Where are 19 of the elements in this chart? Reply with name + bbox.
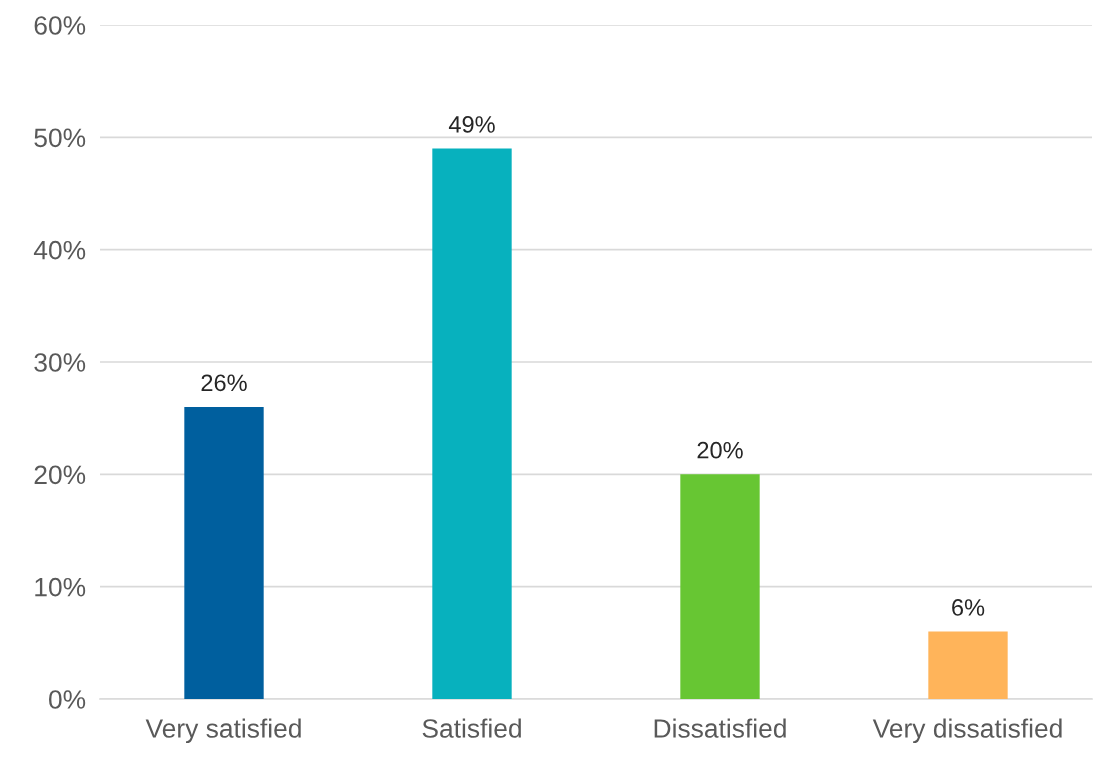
y-tick-label: 0% xyxy=(49,690,86,709)
data-label: 6% xyxy=(952,599,985,616)
bar xyxy=(680,474,760,699)
bar xyxy=(928,631,1008,699)
y-tick-label: 60% xyxy=(34,16,86,35)
y-tick-label: 30% xyxy=(34,353,86,372)
bar xyxy=(432,148,512,699)
data-label: 20% xyxy=(697,441,743,459)
y-tick-label: 10% xyxy=(35,577,86,597)
y-tick-label: 20% xyxy=(34,465,86,485)
x-tick-label: Dissatisfied xyxy=(654,718,786,738)
x-tick-label: Very dissatisfied xyxy=(872,718,1062,744)
y-tick-label: 50% xyxy=(34,128,86,148)
data-label: 26% xyxy=(201,374,247,392)
x-tick-label: Satisfied xyxy=(422,718,521,738)
y-tick-label: 40% xyxy=(33,240,86,260)
bar xyxy=(184,406,264,699)
data-label: 49% xyxy=(448,116,495,133)
x-tick-label: Very satisfied xyxy=(145,718,301,744)
